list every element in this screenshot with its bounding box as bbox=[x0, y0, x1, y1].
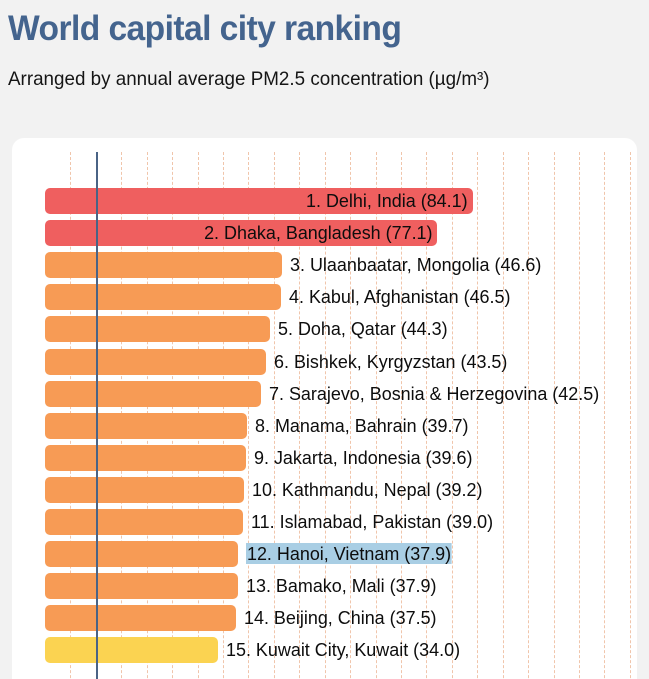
bar-label: 11. Islamabad, Pakistan (39.0) bbox=[251, 511, 494, 532]
bar-label: 14. Beijing, China (37.5) bbox=[243, 607, 437, 629]
bar-row[interactable]: 5. Doha, Qatar (44.3) bbox=[12, 316, 637, 343]
bar-label: 5. Doha, Qatar (44.3) bbox=[278, 318, 448, 340]
reference-line bbox=[95, 152, 99, 679]
bar-row[interactable]: 14. Beijing, China (37.5) bbox=[12, 605, 637, 632]
bar-label: 4. Kabul, Afghanistan (46.5) bbox=[289, 286, 511, 308]
gridline bbox=[629, 152, 631, 679]
bar-label: 7. Sarajevo, Bosnia & Herzegovina (42.5) bbox=[269, 382, 600, 404]
bar-row[interactable]: 15. Kuwait City, Kuwait (34.0) bbox=[12, 637, 637, 664]
gridline bbox=[528, 152, 530, 679]
bar[interactable] bbox=[45, 541, 238, 568]
bar-label: 13. Bamako, Mali (37.9) bbox=[245, 575, 437, 597]
chart-card: 1. Delhi, India (84.1) 2. Dhaka, Banglade… bbox=[12, 138, 637, 679]
bar-label: 15. Kuwait City, Kuwait (34.0) bbox=[225, 639, 460, 661]
gridline bbox=[426, 152, 428, 679]
header: World capital city ranking Arranged by a… bbox=[0, 0, 649, 92]
bar-chart-plot: 1. Delhi, India (84.1) 2. Dhaka, Banglade… bbox=[12, 138, 637, 679]
bar-row[interactable]: 11. Islamabad, Pakistan (39.0) bbox=[12, 509, 637, 535]
bar-label: 1. Delhi, India (84.1) bbox=[306, 190, 468, 211]
bar-label: 10. Kathmandu, Nepal (39.2) bbox=[252, 478, 483, 500]
bar[interactable] bbox=[45, 348, 267, 375]
page-title: World capital city ranking bbox=[8, 9, 402, 48]
bar-label: 9. Jakarta, Indonesia (39.6) bbox=[254, 446, 473, 468]
bar-label: 12. Hanoi, Vietnam (37.9) bbox=[245, 541, 452, 567]
bar-row[interactable]: 2. Dhaka, Bangladesh (77.1) bbox=[12, 220, 637, 247]
bar-label: 6. Bishkek, Kyrgyzstan (43.5) bbox=[274, 350, 508, 372]
bar-row[interactable]: 13. Bamako, Mali (37.9) bbox=[12, 573, 637, 600]
bar[interactable] bbox=[45, 316, 271, 343]
gridline bbox=[324, 152, 326, 679]
page-subtitle: Arranged by annual average PM2.5 concent… bbox=[8, 68, 490, 91]
gridline bbox=[604, 152, 606, 679]
bar[interactable] bbox=[45, 444, 247, 471]
bar-label: 2. Dhaka, Bangladesh (77.1) bbox=[203, 222, 433, 244]
bar-row[interactable]: 10. Kathmandu, Nepal (39.2) bbox=[12, 476, 637, 503]
gridline bbox=[375, 152, 377, 679]
gridline bbox=[400, 152, 402, 679]
gridline bbox=[553, 152, 555, 679]
bar[interactable] bbox=[45, 637, 218, 664]
bar[interactable] bbox=[45, 412, 247, 439]
bar[interactable] bbox=[45, 284, 282, 311]
gridline bbox=[273, 152, 275, 679]
bar-label: 8. Manama, Bahrain (39.7) bbox=[254, 414, 469, 436]
bar-row[interactable]: 4. Kabul, Afghanistan (46.5) bbox=[12, 284, 637, 311]
gridline bbox=[578, 152, 580, 679]
bar[interactable] bbox=[45, 220, 438, 247]
bar-label: 3. Ulaanbaatar, Mongolia (46.6) bbox=[289, 254, 542, 276]
gridline bbox=[477, 152, 479, 679]
bar[interactable] bbox=[45, 509, 244, 535]
bar[interactable] bbox=[45, 476, 245, 503]
bar[interactable] bbox=[45, 573, 238, 600]
bar-row[interactable]: 1. Delhi, India (84.1) bbox=[12, 188, 637, 214]
bar[interactable] bbox=[45, 380, 262, 407]
gridline bbox=[502, 152, 504, 679]
gridline bbox=[350, 152, 352, 679]
bar[interactable] bbox=[45, 252, 282, 279]
bar-row[interactable]: 8. Manama, Bahrain (39.7) bbox=[12, 412, 637, 439]
bar-row[interactable]: 3. Ulaanbaatar, Mongolia (46.6) bbox=[12, 252, 637, 279]
gridline bbox=[451, 152, 453, 679]
bar[interactable] bbox=[45, 605, 236, 632]
bar-row[interactable]: 12. Hanoi, Vietnam (37.9) bbox=[12, 541, 637, 568]
bar-label-selection: 12. Hanoi, Vietnam (37.9) bbox=[245, 543, 452, 565]
bar-row[interactable]: 7. Sarajevo, Bosnia & Herzegovina (42.5) bbox=[12, 380, 637, 407]
gridline bbox=[248, 152, 250, 679]
bar-row[interactable]: 9. Jakarta, Indonesia (39.6) bbox=[12, 444, 637, 471]
gridline bbox=[299, 152, 301, 679]
bar[interactable] bbox=[45, 188, 473, 214]
bar-row[interactable]: 6. Bishkek, Kyrgyzstan (43.5) bbox=[12, 348, 637, 375]
